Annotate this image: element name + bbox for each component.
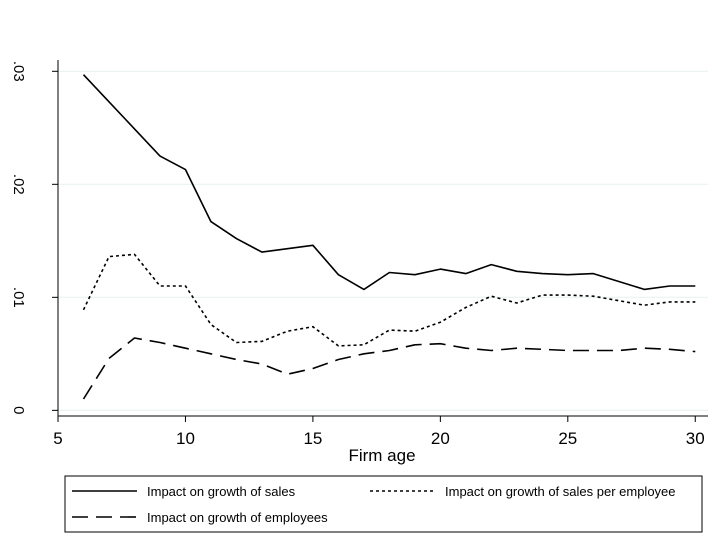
x-tick-label-3: 20 bbox=[431, 429, 450, 448]
x-tick-label-2: 15 bbox=[303, 429, 322, 448]
y-tick-label-0: 0 bbox=[10, 406, 27, 414]
x-tick-label-0: 5 bbox=[53, 429, 62, 448]
legend-label-1: Impact on growth of sales bbox=[147, 484, 296, 499]
x-axis-label: Firm age bbox=[348, 446, 415, 465]
y-tick-label-1: .01 bbox=[10, 287, 27, 308]
y-tick-label-3: .03 bbox=[10, 61, 27, 82]
x-tick-label-4: 25 bbox=[558, 429, 577, 448]
legend-label-2: Impact on growth of sales per employee bbox=[445, 484, 676, 499]
x-tick-label-1: 10 bbox=[176, 429, 195, 448]
y-tick-label-2: .02 bbox=[10, 174, 27, 195]
legend: Impact on growth of sales Impact on growt… bbox=[65, 476, 702, 532]
x-tick-label-5: 30 bbox=[686, 429, 705, 448]
legend-label-3: Impact on growth of employees bbox=[147, 510, 328, 525]
